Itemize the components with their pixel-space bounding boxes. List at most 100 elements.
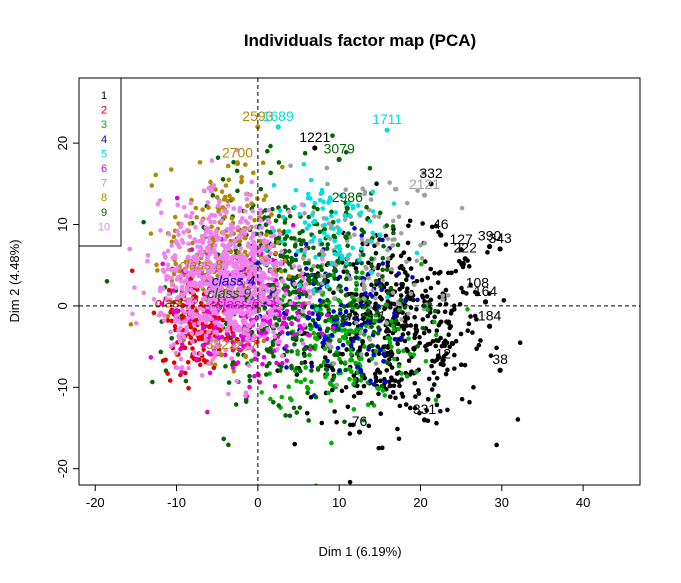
- data-point: [357, 356, 362, 362]
- y-tick-label: 0: [55, 302, 70, 309]
- data-point: [372, 214, 377, 219]
- data-point: [433, 343, 439, 349]
- data-point: [200, 234, 205, 239]
- data-point: [317, 229, 323, 235]
- data-point: [219, 218, 225, 223]
- data-point: [442, 309, 448, 315]
- data-point: [213, 297, 219, 303]
- data-point: [390, 224, 396, 229]
- data-point: [385, 360, 390, 366]
- data-point: [444, 351, 449, 356]
- data-point: [185, 227, 190, 233]
- data-point: [459, 205, 465, 211]
- data-point: [208, 179, 213, 185]
- data-point: [149, 183, 155, 188]
- data-point: [342, 419, 347, 425]
- data-point: [195, 331, 201, 337]
- data-point: [160, 267, 166, 273]
- data-point: [201, 188, 207, 193]
- data-point: [384, 320, 389, 325]
- data-point: [268, 251, 273, 256]
- data-point: [174, 297, 180, 303]
- data-point: [258, 238, 263, 244]
- data-point: [371, 329, 377, 335]
- data-point: [485, 250, 490, 255]
- data-point: [264, 254, 269, 260]
- data-point: [406, 311, 411, 317]
- data-point: [280, 279, 285, 284]
- data-point: [420, 317, 426, 322]
- data-point: [155, 201, 161, 207]
- data-point: [262, 305, 268, 311]
- data-point: [277, 305, 282, 311]
- data-point: [336, 298, 342, 303]
- data-point: [178, 325, 183, 331]
- data-point: [373, 348, 379, 354]
- data-point: [370, 288, 375, 293]
- data-point: [408, 305, 414, 310]
- data-point: [327, 380, 333, 386]
- data-point: [407, 405, 413, 411]
- data-point: [423, 359, 429, 364]
- data-point: [221, 255, 227, 261]
- data-point: [402, 319, 408, 324]
- data-point: [231, 320, 237, 326]
- data-point: [246, 292, 252, 297]
- labeled-point: [497, 367, 503, 373]
- data-point: [275, 295, 280, 301]
- data-point: [248, 261, 254, 266]
- data-point: [328, 398, 334, 404]
- data-point: [258, 186, 264, 192]
- data-point: [351, 373, 357, 378]
- data-point: [208, 269, 213, 275]
- data-point: [339, 388, 345, 394]
- point-label: 46: [433, 216, 449, 232]
- point-label: 1689: [263, 108, 294, 124]
- data-point: [359, 233, 365, 238]
- data-point: [284, 234, 290, 239]
- data-point: [273, 250, 279, 256]
- data-point: [223, 183, 229, 188]
- data-point: [213, 243, 218, 248]
- data-point: [411, 347, 417, 352]
- data-point: [330, 325, 336, 331]
- data-point: [163, 255, 168, 260]
- data-point: [396, 379, 401, 385]
- data-point: [359, 373, 365, 379]
- data-point: [203, 338, 209, 343]
- data-point: [292, 281, 298, 287]
- data-point: [237, 256, 243, 262]
- data-point: [224, 290, 229, 295]
- data-point: [331, 361, 337, 366]
- data-point: [344, 276, 349, 282]
- labeled-point: [486, 243, 493, 250]
- data-point: [436, 271, 442, 276]
- data-point: [361, 296, 367, 301]
- data-point: [333, 210, 338, 215]
- data-point: [304, 266, 309, 271]
- data-point: [169, 281, 175, 287]
- data-point: [199, 218, 205, 223]
- data-point: [365, 308, 371, 314]
- data-point: [224, 316, 229, 322]
- data-point: [297, 405, 303, 410]
- data-point: [363, 304, 368, 309]
- data-point: [354, 383, 360, 389]
- data-point: [430, 338, 436, 344]
- data-point: [173, 313, 179, 318]
- data-point: [319, 420, 325, 426]
- data-point: [287, 249, 292, 254]
- data-point: [453, 338, 459, 344]
- data-point: [247, 384, 252, 390]
- data-point: [349, 369, 354, 374]
- data-point: [343, 331, 349, 337]
- data-point: [257, 211, 262, 217]
- data-point: [391, 327, 397, 333]
- data-point: [367, 337, 373, 342]
- data-point: [267, 300, 272, 305]
- data-point: [302, 210, 307, 216]
- data-point: [193, 224, 198, 230]
- data-point: [165, 313, 171, 319]
- data-point: [335, 258, 340, 264]
- data-point: [334, 419, 339, 425]
